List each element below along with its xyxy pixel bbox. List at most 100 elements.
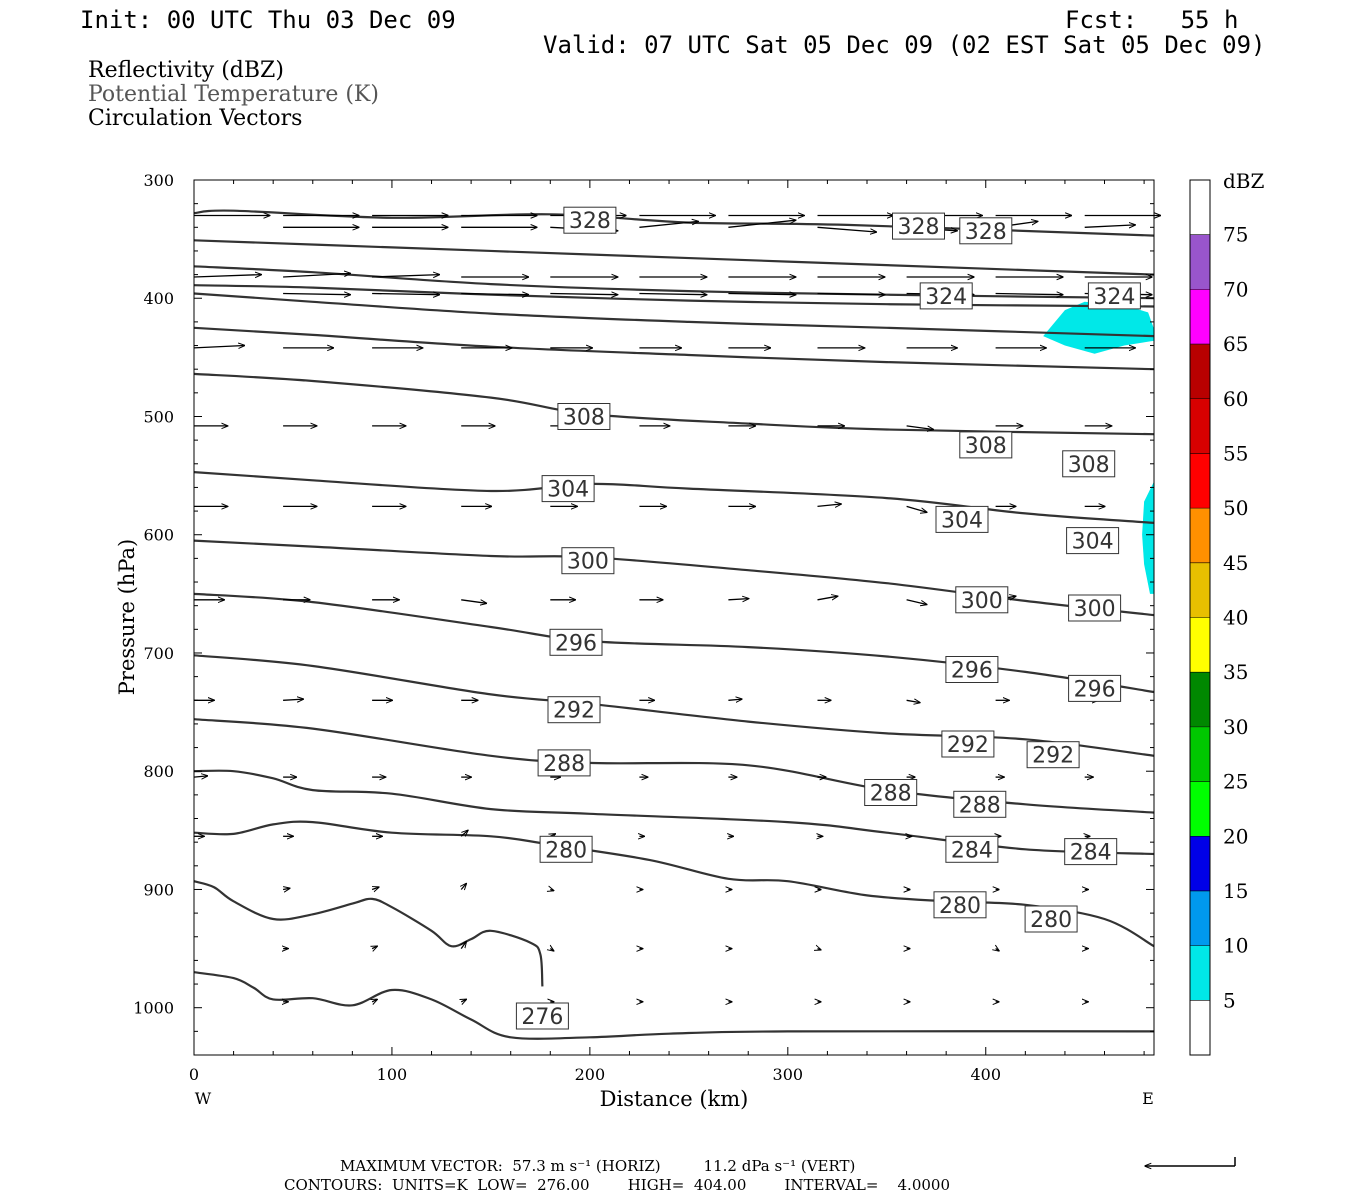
colorbar-label: 70 xyxy=(1223,277,1248,301)
isentrope-line-13 xyxy=(193,820,1155,948)
contour-label: 280 xyxy=(539,835,593,863)
colorbar-label: 65 xyxy=(1223,332,1248,356)
x-tick-label: 200 xyxy=(575,1065,606,1084)
contour-label: 280 xyxy=(933,891,987,919)
west-label: W xyxy=(195,1089,212,1108)
valid-time: Valid: 07 UTC Sat 05 Dec 09 (02 EST Sat … xyxy=(543,31,1266,59)
colorbar-swatch xyxy=(1190,836,1210,891)
max-vector-note: MAXIMUM VECTOR: 57.3 m s⁻¹ (HORIZ) 11.2 … xyxy=(340,1157,856,1175)
circulation-vector xyxy=(461,599,486,604)
circulation-vector xyxy=(906,425,934,430)
colorbar-label: 5 xyxy=(1223,988,1236,1012)
contour-label: 288 xyxy=(953,790,1007,818)
circulation-vector xyxy=(906,599,927,605)
isentrope-line-5 xyxy=(193,326,1155,371)
field-potential-temperature: Potential Temperature (K) xyxy=(88,82,379,107)
circulation-vector xyxy=(193,275,261,277)
x-tick-label: 300 xyxy=(773,1065,804,1084)
colorbar-swatch xyxy=(1190,562,1210,618)
isentrope-line-10 xyxy=(193,654,1155,757)
circulation-vector xyxy=(372,294,439,295)
colorbar-label: 60 xyxy=(1223,387,1248,411)
field-reflectivity: Reflectivity (dBZ) xyxy=(88,58,284,83)
y-axis-label: Pressure (hPa) xyxy=(115,539,139,695)
circulation-vector xyxy=(372,946,377,948)
colorbar-label: 35 xyxy=(1223,660,1248,684)
circulation-vector xyxy=(460,830,468,836)
circulation-vector xyxy=(550,890,553,891)
colorbar-swatch xyxy=(1190,781,1210,837)
contour-label: 300 xyxy=(1068,594,1122,622)
colorbar-swatch xyxy=(1190,289,1210,345)
circulation-vector xyxy=(817,596,838,600)
reflectivity-region-0 xyxy=(1043,301,1154,354)
contour-label: 296 xyxy=(1068,674,1122,702)
forecast-hour: Fcst: 55 h xyxy=(1065,6,1239,34)
isentrope-line-6 xyxy=(193,372,1155,436)
contour-label-text: 288 xyxy=(870,782,912,807)
contour-label-text: 328 xyxy=(898,215,940,240)
contour-label: 328 xyxy=(563,206,617,234)
contour-label: 288 xyxy=(537,749,591,777)
contour-label: 292 xyxy=(547,696,601,724)
circulation-vector xyxy=(461,884,466,890)
circulation-vector xyxy=(1084,225,1136,227)
y-tick-label: 900 xyxy=(143,880,174,899)
circulation-vector xyxy=(193,776,208,777)
colorbar-swatch xyxy=(1190,672,1210,727)
colorbar-title: dBZ xyxy=(1223,169,1265,193)
field-circulation-vectors: Circulation Vectors xyxy=(88,106,303,131)
colorbar-swatch xyxy=(1190,453,1210,509)
colorbar-label: 25 xyxy=(1223,770,1248,794)
circulation-vector xyxy=(728,699,742,700)
circulation-vector xyxy=(550,294,617,295)
contour-label-text: 300 xyxy=(1074,597,1116,622)
contour-label: 308 xyxy=(959,431,1013,459)
contour-label: 292 xyxy=(1026,741,1080,769)
east-label: E xyxy=(1142,1089,1154,1108)
isentrope-line-12 xyxy=(193,769,1155,856)
contour-label-text: 276 xyxy=(521,1005,563,1030)
y-tick-label: 500 xyxy=(143,407,174,426)
circulation-vector xyxy=(818,949,821,950)
x-tick-label: 400 xyxy=(970,1065,1001,1084)
colorbar-label: 20 xyxy=(1223,824,1248,848)
colorbar-label: 75 xyxy=(1223,223,1248,247)
circulation-vector xyxy=(995,294,1063,295)
isentrope-line-9 xyxy=(193,592,1155,694)
contour-label-text: 280 xyxy=(1030,908,1072,933)
circulation-vector xyxy=(372,999,377,1001)
y-tick-label: 1000 xyxy=(133,999,174,1018)
isentrope-line-8 xyxy=(193,539,1155,617)
colorbar-swatch xyxy=(1190,617,1210,673)
circulation-vector xyxy=(283,273,350,278)
contour-label: 284 xyxy=(945,835,999,863)
colorbar-label: 55 xyxy=(1223,441,1248,465)
isentrope-line-7 xyxy=(193,471,1155,524)
circulation-vector xyxy=(639,294,706,295)
contour-label-text: 296 xyxy=(1074,677,1116,702)
contour-label-text: 292 xyxy=(947,733,989,758)
circulation-vector xyxy=(728,599,748,600)
contour-label-text: 308 xyxy=(1068,453,1110,478)
y-tick-label: 600 xyxy=(143,526,174,545)
colorbar-swatch xyxy=(1190,508,1210,563)
contour-label-text: 304 xyxy=(1072,530,1114,555)
contour-label-text: 304 xyxy=(941,508,983,533)
circulation-vector xyxy=(283,699,303,700)
isentrope-line-4 xyxy=(193,292,1155,338)
contours-note: CONTOURS: UNITS=K LOW= 276.00 HIGH= 404.… xyxy=(284,1176,950,1194)
contour-label: 296 xyxy=(549,628,603,656)
colorbar-swatch xyxy=(1190,726,1210,782)
contour-label: 304 xyxy=(935,505,989,533)
contour-label-text: 284 xyxy=(1070,841,1112,866)
contour-label-text: 300 xyxy=(961,589,1003,614)
contour-label-text: 324 xyxy=(925,285,967,310)
contour-label-text: 296 xyxy=(555,631,597,656)
isentrope-line-14 xyxy=(193,880,544,987)
contour-label-text: 284 xyxy=(951,838,993,863)
contour-label: 324 xyxy=(1087,282,1141,310)
contour-label: 308 xyxy=(557,403,611,431)
isentrope-line-1 xyxy=(193,239,1155,276)
contour-label-text: 308 xyxy=(965,434,1007,459)
